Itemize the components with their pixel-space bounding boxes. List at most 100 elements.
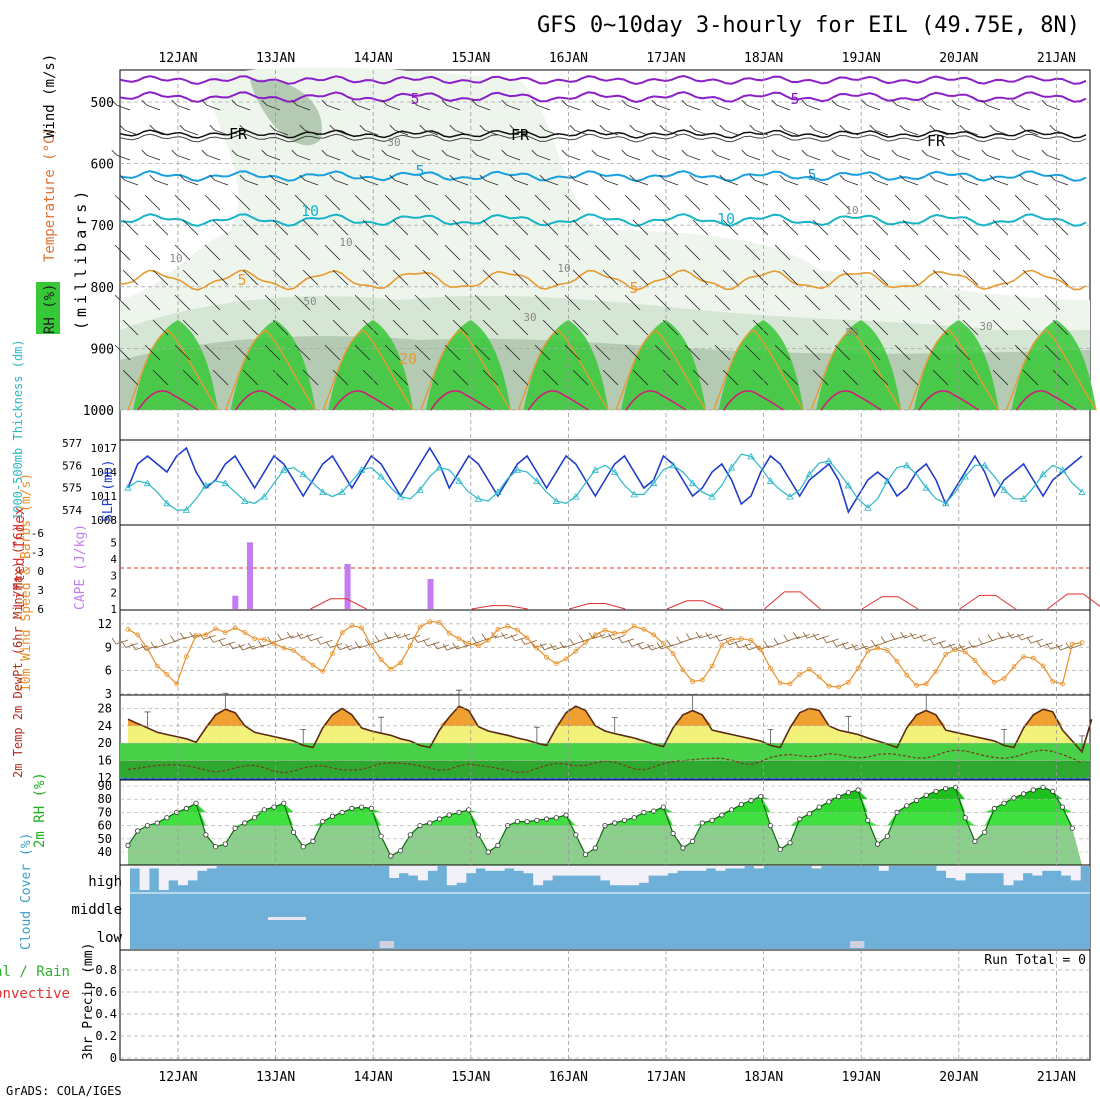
wind-barb <box>591 149 611 161</box>
rh-shade-70 <box>328 320 414 410</box>
wind-barb <box>894 344 911 361</box>
wind-barb <box>599 174 619 186</box>
pressure-tick: 700 <box>91 219 114 234</box>
rh2m-point <box>660 804 667 810</box>
wind-barb <box>932 219 949 236</box>
rh2m-axis-label: 2m RH (%) <box>32 772 48 848</box>
cloud-layer-middle: middle <box>71 902 122 918</box>
wind-speed-point <box>193 633 199 638</box>
wind-speed-point <box>242 630 248 635</box>
wind-barb <box>594 294 611 311</box>
rh2m-point <box>154 820 160 826</box>
wind-barb <box>261 149 281 161</box>
wind-barb <box>779 174 799 186</box>
wind10m-barb <box>228 642 245 650</box>
wind-barb <box>954 194 971 211</box>
wind-barb <box>929 174 949 186</box>
wind-barb <box>719 124 739 136</box>
wind-barb <box>1052 269 1069 286</box>
rh2m-point <box>728 807 735 813</box>
cloud-high-clear <box>686 866 697 871</box>
wind-barb <box>594 194 611 211</box>
rh-contour-label: 10 <box>557 262 570 275</box>
wind-barb <box>542 219 559 236</box>
wind10m-barb <box>1036 640 1053 648</box>
wind-barb <box>632 269 649 286</box>
wind-barb <box>831 149 851 161</box>
wind-speed-point <box>699 677 705 683</box>
temp-minmax-bar <box>300 728 307 746</box>
wind-barb <box>419 124 439 136</box>
cloud-high-clear <box>408 866 419 876</box>
wind-barb <box>741 99 761 111</box>
wind-barb <box>602 319 619 336</box>
wind-barb <box>114 294 131 311</box>
wind-barb <box>692 369 709 386</box>
rh2m-point <box>466 807 472 813</box>
date-label: 15JAN <box>451 1070 490 1085</box>
wind10m-barb <box>734 641 752 649</box>
wind10m-barb <box>520 638 537 645</box>
temp-ticks: 12 16 20 24 28 <box>98 701 112 785</box>
wind-speed-point <box>1011 664 1017 670</box>
wind-speed-point <box>446 630 452 636</box>
temperature-contour-label: FR <box>229 125 248 143</box>
wind-barb <box>771 149 791 161</box>
wind-barb <box>924 194 941 211</box>
wind-speed-point <box>456 636 462 642</box>
wind-barb <box>354 344 371 361</box>
thickness-point <box>202 481 210 489</box>
precip-frame <box>119 949 1091 1061</box>
thickness-point <box>766 477 775 484</box>
isotherm-20 <box>908 329 1000 411</box>
wind-barb <box>572 319 589 336</box>
wind-speed-point <box>388 666 394 672</box>
rh2m-point <box>787 840 793 846</box>
wind-barb <box>924 344 941 361</box>
wind-barb <box>242 319 259 336</box>
wind-barb <box>984 344 1001 361</box>
wind-barb <box>959 124 979 136</box>
thickness-point <box>649 479 658 487</box>
wind-barb <box>834 294 851 311</box>
rh2m-point <box>1050 788 1056 794</box>
wind-speed-point <box>807 666 812 672</box>
wind-barb <box>894 244 911 261</box>
wind-speed-point <box>914 683 919 688</box>
cloud-low-gap <box>379 941 394 948</box>
wind-speed-point <box>1030 655 1036 661</box>
wind-barb <box>324 244 341 261</box>
wind-barb <box>264 244 281 261</box>
wind-barb <box>452 369 469 386</box>
wind-barb <box>542 319 559 336</box>
wind-barb <box>954 244 971 261</box>
wind-barb <box>171 149 191 161</box>
rh-tick-label: 80 <box>98 792 112 806</box>
wind10m-barb <box>724 638 742 646</box>
wind-barb <box>714 344 731 361</box>
rh2m-point <box>1020 791 1027 797</box>
wind-barb <box>324 194 341 211</box>
wind10m-barb <box>257 640 275 647</box>
wind-barb <box>204 294 221 311</box>
wind-barb <box>989 174 1009 186</box>
cloud-high-clear <box>581 866 592 876</box>
wind10m-barb <box>559 641 576 649</box>
wind-barb <box>842 219 859 236</box>
isotherm-25 <box>625 390 687 411</box>
wind-speed-point <box>573 648 579 654</box>
wind-barb <box>174 344 191 361</box>
wind-barb <box>864 294 881 311</box>
wind-barb <box>444 294 461 311</box>
wind10m-barb <box>1046 642 1063 650</box>
rh-tick-label: 50 <box>98 832 112 846</box>
precip-tick-label: 0.2 <box>95 1029 117 1043</box>
rh-shade-70 <box>230 320 316 410</box>
thickness-tick-label: 576 <box>62 459 82 472</box>
wind-barb <box>174 244 191 261</box>
lifted-index-line <box>959 594 1016 610</box>
cloud-high-clear <box>475 866 486 869</box>
wind-speed-point <box>437 619 442 625</box>
wind-barb <box>684 194 701 211</box>
wind-barb <box>992 369 1009 386</box>
